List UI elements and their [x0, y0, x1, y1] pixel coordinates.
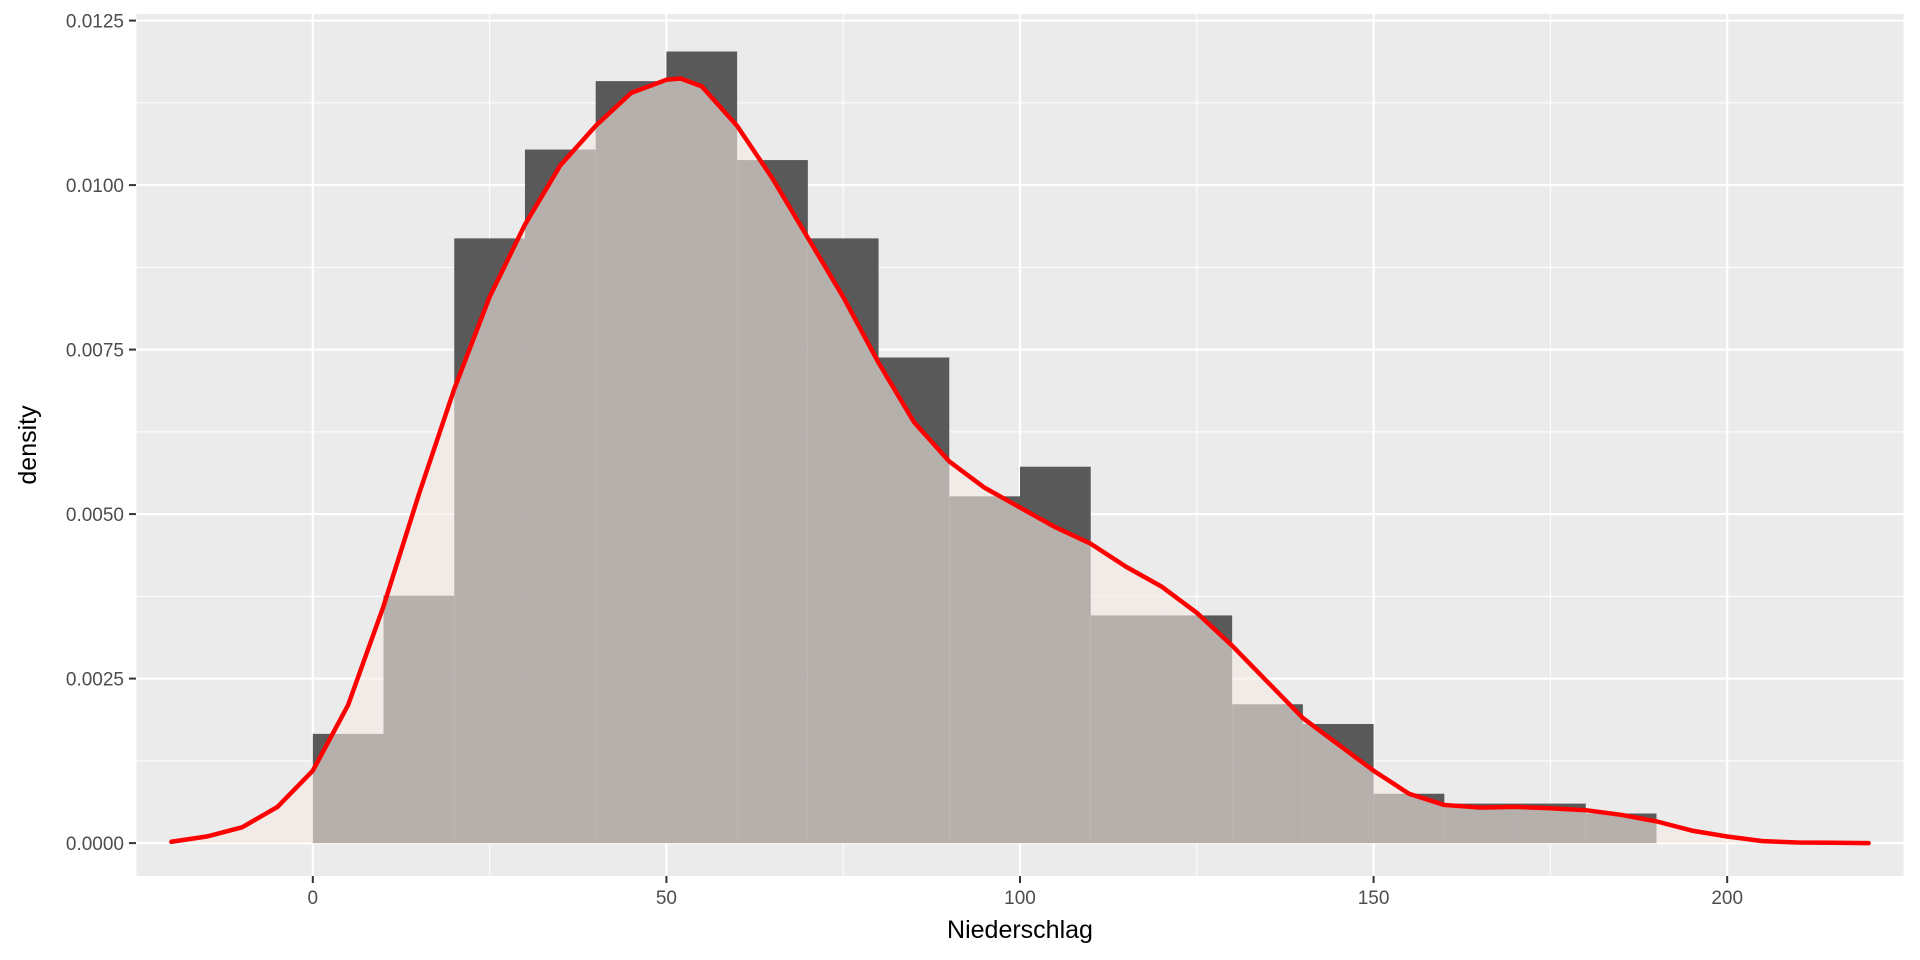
y-tick-label: 0.0025: [66, 670, 124, 691]
x-tick-label: 50: [656, 888, 677, 909]
x-tick-label: 100: [1004, 888, 1036, 909]
x-tick-label: 200: [1711, 888, 1743, 909]
density-area: [171, 78, 1869, 844]
x-tick-label: 150: [1358, 888, 1390, 909]
y-tick-label: 0.0050: [66, 505, 124, 526]
density-line: [169, 76, 1871, 846]
x-tick-label: 0: [308, 888, 319, 909]
y-tick-label: 0.0075: [66, 341, 124, 362]
x-axis: 0 50 100 150 200: [308, 876, 1743, 909]
x-axis-title: Niederschlag: [947, 916, 1093, 944]
y-axis: 0.0000 0.0025 0.0050 0.0075 0.0100 0.0125: [66, 12, 136, 855]
density-layer: [169, 76, 1871, 846]
y-axis-title: density: [14, 405, 42, 485]
y-tick-label: 0.0100: [66, 176, 124, 197]
y-tick-label: 0.0125: [66, 12, 124, 33]
y-tick-label: 0.0000: [66, 834, 124, 855]
